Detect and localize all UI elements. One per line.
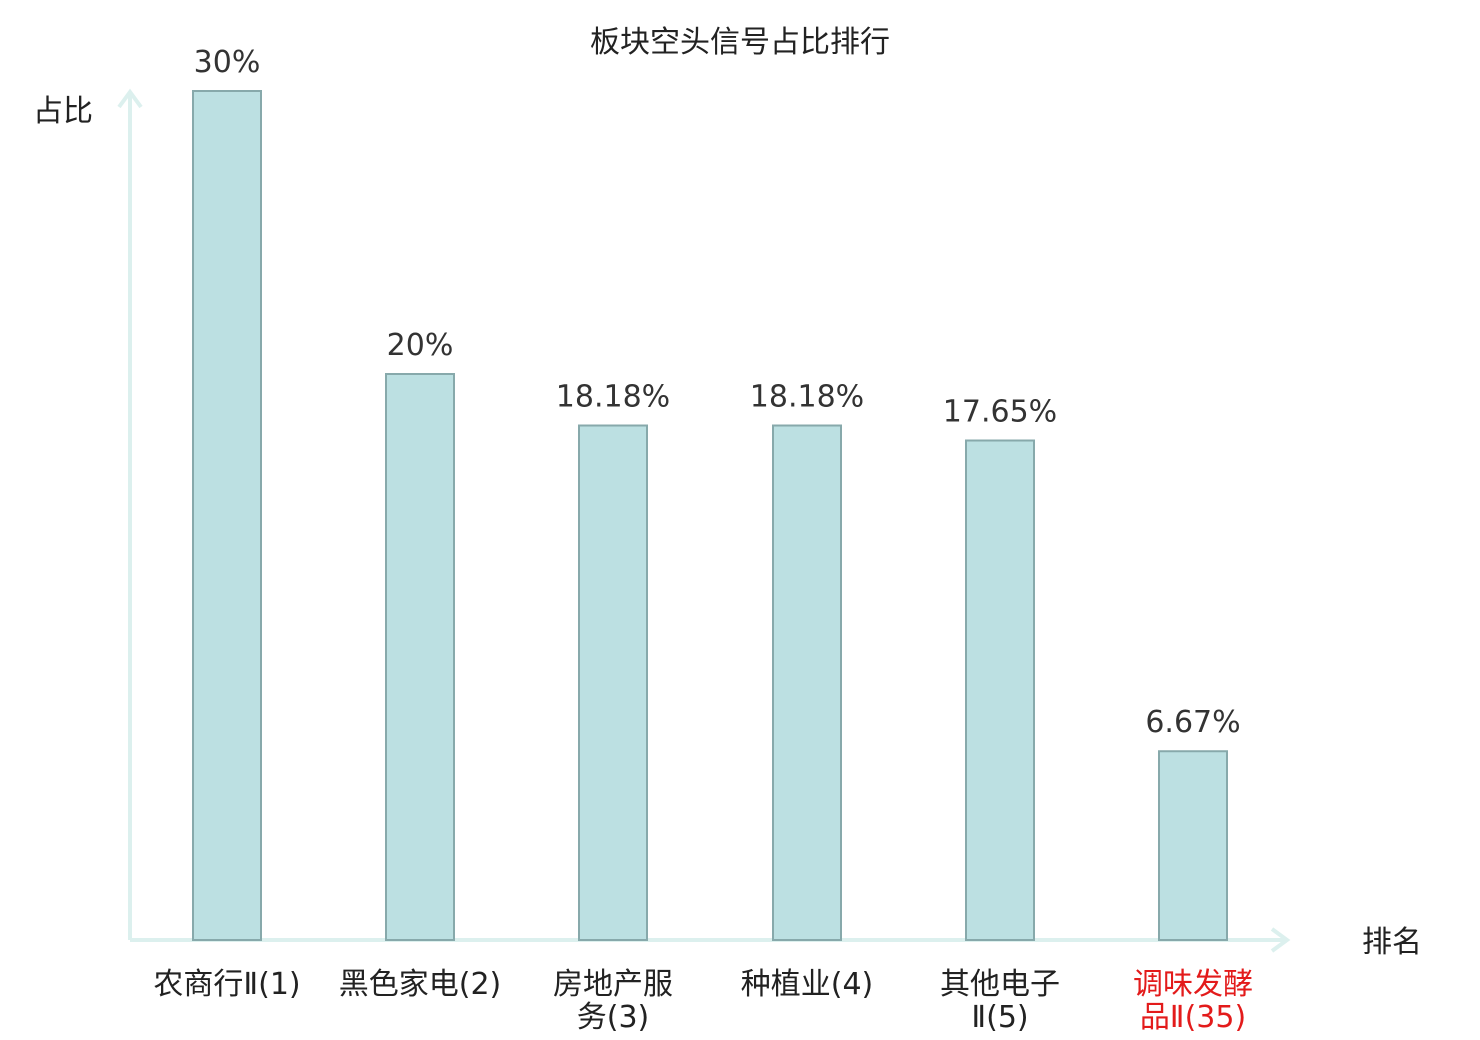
bar-value-label: 18.18% [556, 380, 670, 415]
x-tick-label: 其他电子 Ⅱ(5) [940, 967, 1060, 1035]
value-labels-group: 30% 20% 18.18% 18.18% 17.65% 6.67% [194, 45, 1241, 740]
bar [965, 439, 1035, 941]
x-tick-label: 调味发酵品Ⅱ(35) [1133, 967, 1253, 1035]
y-axis-label: 占比 [33, 94, 93, 129]
x-tick-label: 种植业(4) [741, 967, 874, 1002]
bar-value-label: 6.67% [1145, 705, 1240, 740]
y-axis [117, 88, 143, 940]
bar [385, 373, 455, 941]
bar-value-label: 30% [194, 45, 261, 80]
x-axis-label: 排名 [1362, 925, 1422, 960]
bar-value-label: 17.65% [943, 395, 1057, 430]
x-tick-label: 房地产服务(3) [553, 967, 673, 1035]
bar [192, 90, 262, 941]
bar [772, 424, 842, 942]
bar-value-label: 18.18% [750, 380, 864, 415]
chart-title: 板块空头信号占比排行 [590, 25, 890, 60]
bars-group [192, 90, 1228, 942]
x-tick-label: 农商行Ⅱ(1) [153, 967, 300, 1002]
bar-value-label: 20% [387, 328, 454, 363]
x-tick-label: 黑色家电(2) [339, 967, 502, 1002]
x-axis [130, 927, 1291, 953]
category-labels-group: 农商行Ⅱ(1) 黑色家电(2) 房地产服务(3) 种植业(4) 其他电子 Ⅱ(5) 调味发酵… [153, 967, 1253, 1035]
bar [578, 424, 648, 942]
bar [1158, 750, 1228, 942]
